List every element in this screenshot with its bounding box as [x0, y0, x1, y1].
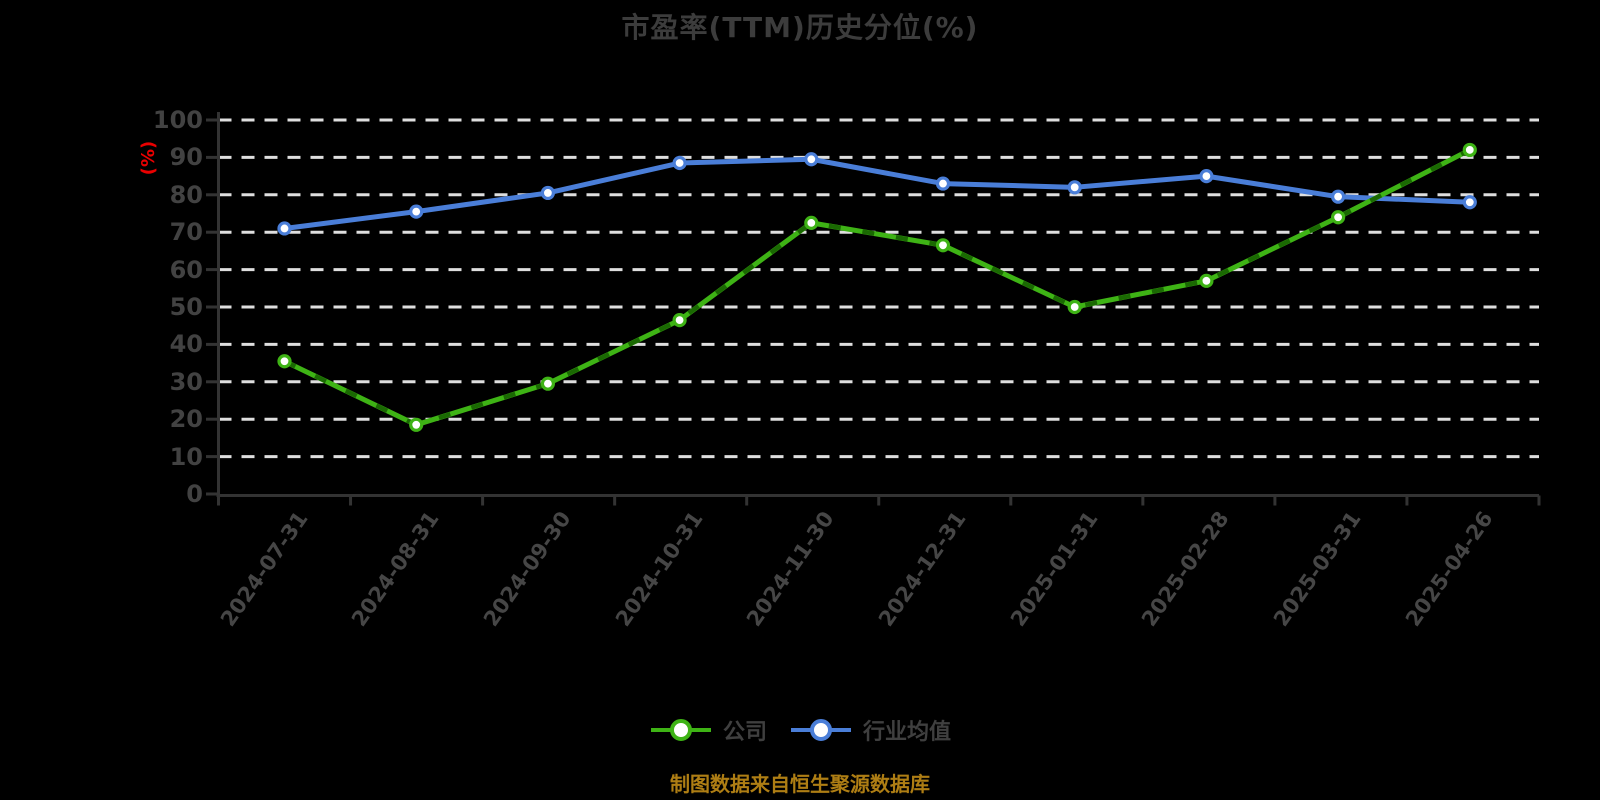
y-tick-label: 40	[169, 330, 203, 359]
legend-item-industry-average[interactable]: 行业均值	[789, 714, 951, 746]
y-tick-label: 60	[169, 255, 203, 284]
data-point-industry	[409, 204, 424, 219]
data-point-company	[935, 238, 951, 253]
data-source-note: 制图数据来自恒生聚源数据库	[670, 772, 930, 796]
y-tick-label: 50	[169, 293, 203, 321]
y-tick-label: 10	[169, 442, 203, 471]
data-point-industry	[540, 185, 556, 201]
y-tick-label: 20	[169, 405, 203, 434]
data-point-industry	[277, 221, 292, 236]
data-point-industry	[1199, 169, 1214, 184]
data-point-company	[1199, 273, 1214, 288]
y-tick-label: 0	[186, 480, 203, 508]
data-point-industry	[1462, 195, 1477, 210]
data-point-company	[409, 417, 424, 432]
legend: 公司 行业均值	[0, 714, 1600, 746]
data-point-company	[1462, 142, 1477, 158]
data-point-industry	[935, 176, 951, 191]
y-tick-label: 70	[169, 218, 203, 247]
data-point-company	[804, 215, 819, 230]
y-tick-label: 30	[169, 367, 203, 396]
y-tick-label: 90	[169, 143, 203, 172]
chart-title: 市盈率(TTM)历史分位(%)	[621, 11, 979, 44]
series-line-industry	[282, 156, 1473, 231]
data-point-company	[1330, 210, 1346, 225]
legend-item-company[interactable]: 公司	[649, 714, 767, 746]
data-point-company	[540, 376, 556, 391]
y-tick-label: 80	[169, 180, 203, 209]
data-point-company	[672, 312, 687, 328]
legend-label-company: 公司	[722, 720, 767, 745]
data-point-industry	[1067, 180, 1082, 195]
data-point-company	[277, 354, 292, 369]
data-point-industry	[1330, 189, 1346, 204]
legend-label-industry-average: 行业均值	[863, 720, 952, 745]
data-point-company	[1067, 299, 1082, 315]
data-point-industry	[804, 152, 819, 167]
company-line-marker-icon	[650, 719, 711, 741]
series-line-company-dash-overlay	[283, 147, 1471, 428]
data-point-industry	[672, 155, 687, 171]
y-tick-label: 100	[152, 106, 203, 134]
industry-line-marker-icon	[791, 719, 851, 741]
